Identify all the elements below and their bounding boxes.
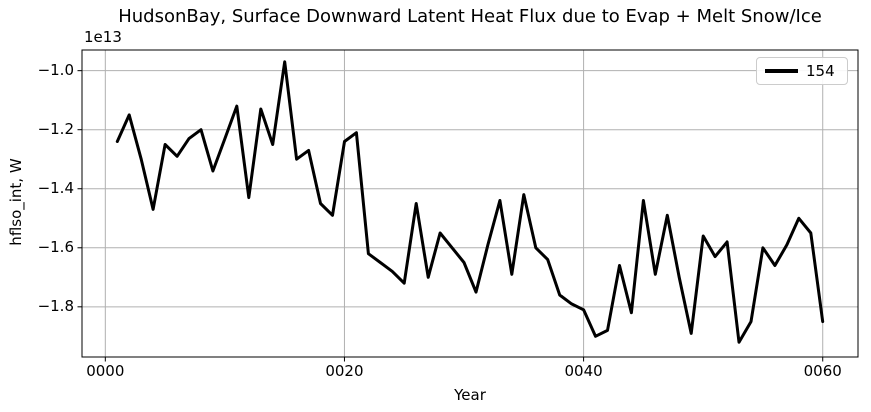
x-tick-label: 0060 <box>803 362 842 380</box>
data-line-154 <box>115 60 825 344</box>
legend-line-sample <box>765 69 798 73</box>
y-tick-label: −1.8 <box>37 297 74 316</box>
legend: 154 <box>756 57 848 85</box>
y-tick-label: −1.0 <box>37 61 74 80</box>
y-axis-offset-text: 1e13 <box>84 28 122 46</box>
x-axis-label: Year <box>454 386 486 404</box>
x-tick-label: 0000 <box>86 362 125 380</box>
y-tick-label: −1.6 <box>37 238 74 257</box>
y-tick-label: −1.4 <box>37 179 74 198</box>
y-axis-label: hflso_int, W <box>7 158 25 246</box>
chart-title: HudsonBay, Surface Downward Latent Heat … <box>118 6 822 27</box>
x-tick-label: 0020 <box>325 362 364 380</box>
axes-spines <box>81 49 859 358</box>
y-tick-label: −1.2 <box>37 120 74 139</box>
legend-label: 154 <box>806 62 835 80</box>
x-tick-label: 0040 <box>564 362 603 380</box>
